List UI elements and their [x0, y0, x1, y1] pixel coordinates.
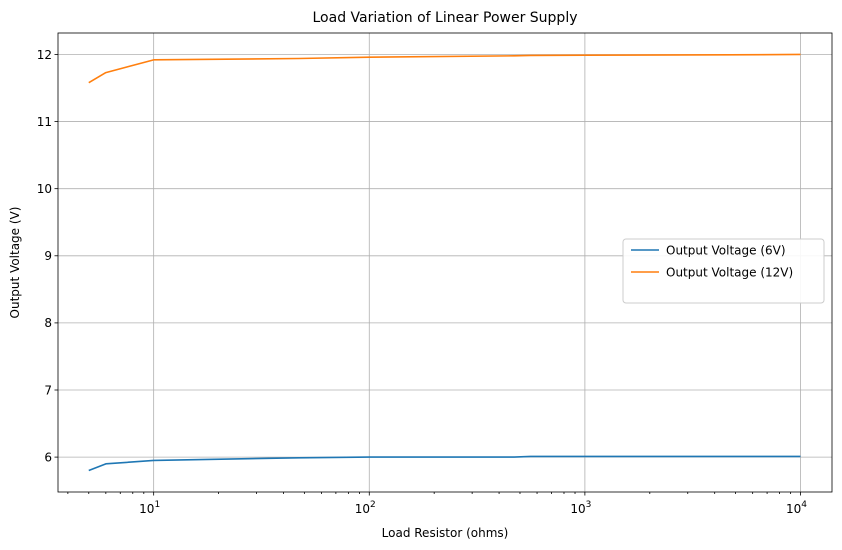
y-tick-label: 9 — [44, 249, 52, 263]
y-tick-label: 6 — [44, 450, 52, 464]
legend: Output Voltage (6V) Output Voltage (12V) — [622, 238, 825, 304]
x-tick-base: 10 — [355, 502, 370, 516]
x-tick-label: 103 — [570, 500, 591, 516]
x-tick-label: 104 — [786, 500, 807, 516]
x-tick-exponent: 4 — [801, 500, 807, 510]
legend-label: Output Voltage (12V) — [666, 265, 793, 279]
series-line — [88, 455, 801, 472]
x-tick-base: 10 — [786, 502, 801, 516]
legend-box — [622, 238, 825, 304]
y-tick-label: 11 — [37, 115, 52, 129]
x-tick-exponent: 2 — [370, 500, 376, 510]
x-tick-label: 102 — [355, 500, 376, 516]
chart-title: Load Variation of Linear Power Supply — [313, 10, 578, 26]
y-tick-label: 10 — [37, 182, 52, 196]
x-tick-exponent: 3 — [586, 500, 592, 510]
y-tick-label: 7 — [44, 383, 52, 397]
x-tick-label: 101 — [139, 500, 160, 516]
y-axis-label: Output Voltage (V) — [8, 207, 22, 319]
plot-lines — [88, 53, 801, 472]
series-line — [88, 53, 801, 84]
legend-label: Output Voltage (6V) — [666, 243, 786, 257]
x-axis-label: Load Resistor (ohms) — [382, 526, 509, 540]
grid — [58, 33, 832, 492]
x-tick-base: 10 — [570, 502, 585, 516]
y-tick-label: 12 — [37, 48, 52, 62]
y-tick-label: 8 — [44, 316, 52, 330]
x-tick-exponent: 1 — [154, 500, 160, 510]
plot-frame — [57, 32, 833, 493]
x-tick-base: 10 — [139, 502, 154, 516]
